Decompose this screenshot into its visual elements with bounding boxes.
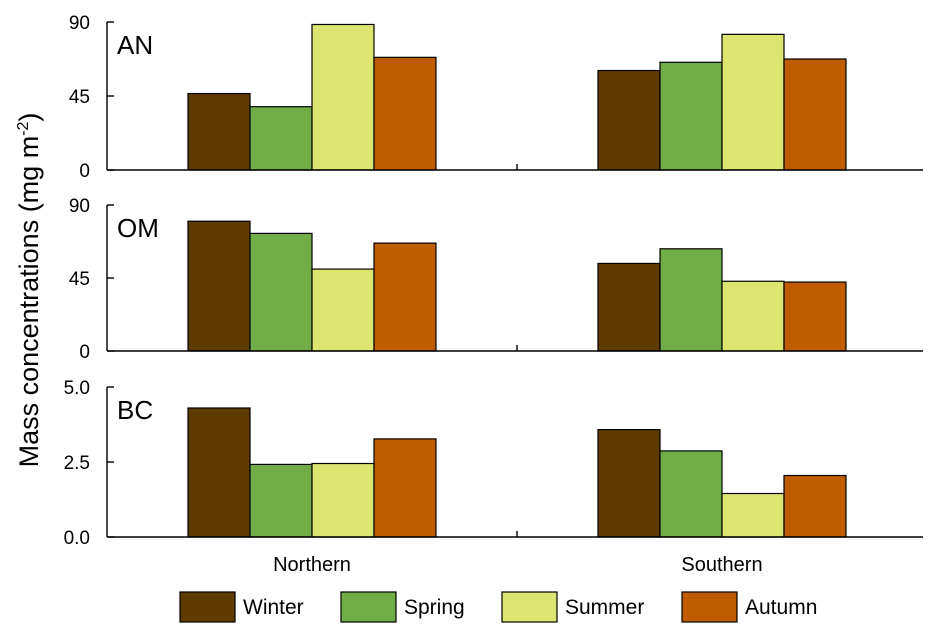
bar-om-northern-summer (311, 268, 375, 352)
legend: Winter Spring Summer Autumn (179, 591, 817, 623)
bar-an-southern-summer (721, 33, 785, 171)
legend-item-spring: Spring (340, 591, 465, 623)
category-label-northern: Northern (273, 554, 351, 576)
panel-label: AN (117, 30, 153, 60)
chart-panels: 0 45 90 AN 0 45 90 OM 0.0 2.5 5.0 BC (64, 13, 923, 549)
legend-swatch (340, 591, 397, 623)
bar-bc-southern-winter (597, 429, 661, 538)
legend-item-summer: Summer (501, 591, 644, 623)
bar-bc-southern-spring (659, 450, 723, 538)
panel-om: 0 45 90 OM (69, 196, 923, 363)
panel-bc: 0.0 2.5 5.0 BC (64, 378, 923, 549)
bar-om-northern-spring (249, 232, 313, 352)
legend-label: Autumn (745, 596, 817, 619)
legend-item-autumn: Autumn (681, 591, 817, 623)
category-labels: Northern Southern (273, 554, 762, 576)
legend-label: Spring (404, 596, 465, 619)
bar-bc-northern-winter (187, 407, 251, 538)
panel-label: OM (117, 213, 159, 243)
legend-swatch (179, 591, 236, 623)
y-axis-title: Mass concentrations (mg m-2) (14, 113, 44, 468)
bar-om-northern-winter (187, 220, 251, 352)
bar-an-southern-spring (659, 61, 723, 171)
y-tick-label: 0 (79, 342, 90, 363)
category-label-southern: Southern (681, 554, 762, 576)
y-tick-label: 0 (79, 161, 90, 182)
legend-item-winter: Winter (179, 591, 304, 623)
legend-swatch (501, 591, 558, 623)
y-axis-label: Mass concentrations (mg m-2) (14, 113, 44, 468)
bar-bc-northern-summer (311, 462, 375, 538)
panel-an: 0 45 90 AN (69, 13, 923, 182)
bar-bc-southern-summer (721, 492, 785, 538)
y-tick-label: 0.0 (64, 528, 90, 549)
bar-om-southern-autumn (783, 281, 847, 352)
legend-swatch (681, 591, 738, 623)
y-tick-label: 2.5 (64, 453, 90, 474)
panel-label: BC (117, 395, 153, 425)
bar-om-northern-autumn (373, 242, 437, 352)
bar-bc-northern-autumn (373, 438, 437, 538)
bar-bc-southern-autumn (783, 474, 847, 538)
bar-an-southern-autumn (783, 58, 847, 171)
legend-label: Winter (243, 596, 304, 619)
bar-an-northern-autumn (373, 56, 437, 171)
bar-om-southern-winter (597, 262, 661, 352)
bar-bc-northern-spring (249, 463, 313, 538)
y-tick-label: 45 (69, 87, 90, 108)
y-tick-label: 90 (69, 13, 90, 34)
y-tick-label: 5.0 (64, 378, 90, 399)
bar-an-northern-spring (249, 106, 313, 171)
bar-an-southern-winter (597, 69, 661, 171)
bar-om-southern-spring (659, 248, 723, 352)
bar-om-southern-summer (721, 280, 785, 352)
y-tick-label: 90 (69, 196, 90, 217)
y-tick-label: 45 (69, 269, 90, 290)
bar-an-northern-summer (311, 23, 375, 171)
legend-label: Summer (565, 596, 644, 619)
bar-an-northern-winter (187, 92, 251, 171)
